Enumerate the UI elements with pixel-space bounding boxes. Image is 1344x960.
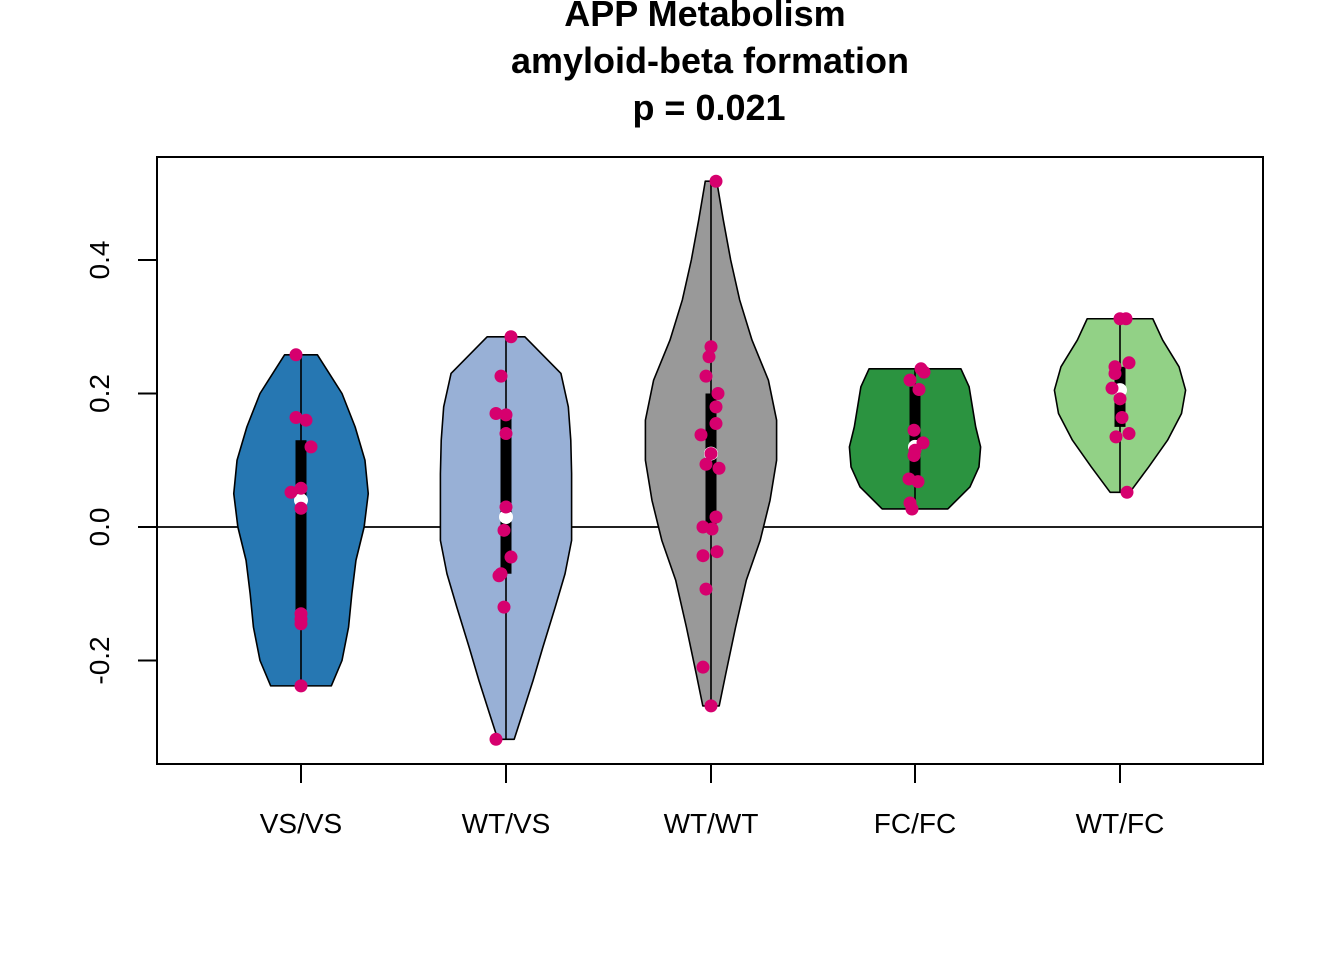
data-point-vs-vs-1 <box>289 411 303 425</box>
data-point-wt-wt-3 <box>699 369 713 383</box>
data-point-vs-vs-4 <box>284 485 298 499</box>
data-point-wt-vs-1 <box>494 369 508 383</box>
data-point-wt-wt-5 <box>709 400 723 414</box>
data-point-wt-wt-16 <box>699 582 713 596</box>
data-point-vs-vs-10 <box>294 679 308 693</box>
data-point-wt-wt-15 <box>696 549 710 563</box>
data-point-fc-fc-9 <box>911 475 925 489</box>
data-point-wt-wt-0 <box>709 174 723 188</box>
data-point-wt-vs-6 <box>497 523 511 537</box>
iqr-box-wt-vs <box>500 413 512 574</box>
y-axis: -0.2 0.0 0.2 0.4 <box>84 241 158 685</box>
data-point-fc-fc-2 <box>903 373 917 387</box>
data-point-wt-wt-14 <box>710 545 724 559</box>
data-point-wt-wt-10 <box>712 461 726 475</box>
data-point-wt-vs-2 <box>489 407 503 421</box>
point-layer <box>284 174 1136 746</box>
data-point-wt-wt-7 <box>694 428 708 442</box>
data-point-wt-vs-0 <box>504 330 518 344</box>
data-point-wt-vs-11 <box>489 732 503 746</box>
y-tick-label-0: -0.2 <box>84 636 115 684</box>
y-tick-label-2: 0.2 <box>84 374 115 413</box>
data-point-wt-fc-4 <box>1108 366 1122 380</box>
data-point-vs-vs-3 <box>304 440 318 454</box>
data-point-vs-vs-9 <box>294 612 308 626</box>
title-line-3: p = 0.021 <box>632 87 785 128</box>
data-point-wt-fc-10 <box>1120 485 1134 499</box>
data-point-wt-fc-5 <box>1105 381 1119 395</box>
y-tick-label-1: 0.0 <box>84 508 115 547</box>
data-point-wt-wt-2 <box>702 350 716 364</box>
data-point-wt-fc-8 <box>1109 430 1123 444</box>
x-tick-label-wt-vs: WT/VS <box>462 808 551 839</box>
data-point-vs-vs-6 <box>294 501 308 515</box>
data-point-wt-vs-5 <box>499 500 513 514</box>
data-point-wt-fc-9 <box>1122 427 1136 441</box>
data-point-vs-vs-0 <box>289 348 303 362</box>
chart-title: APP Metabolism amyloid-beta formation p … <box>511 0 909 128</box>
data-point-wt-wt-1 <box>704 340 718 354</box>
data-point-wt-vs-4 <box>499 427 513 441</box>
data-point-fc-fc-1 <box>917 365 931 379</box>
x-tick-label-vs-vs: VS/VS <box>260 808 342 839</box>
data-point-wt-wt-18 <box>704 699 718 713</box>
data-point-wt-fc-1 <box>1119 312 1133 326</box>
data-point-vs-vs-5 <box>294 481 308 495</box>
data-point-wt-wt-6 <box>709 417 723 431</box>
iqr-box-vs-vs <box>295 440 307 614</box>
x-tick-label-fc-fc: FC/FC <box>874 808 956 839</box>
y-tick-label-3: 0.4 <box>84 241 115 280</box>
data-point-wt-wt-8 <box>704 447 718 461</box>
data-point-fc-fc-4 <box>907 423 921 437</box>
data-point-wt-wt-4 <box>711 387 725 400</box>
data-point-fc-fc-3 <box>912 382 926 396</box>
x-tick-label-wt-wt: WT/WT <box>664 808 759 839</box>
data-point-wt-vs-7 <box>504 550 518 564</box>
x-axis: VS/VS WT/VS WT/WT FC/FC WT/FC <box>260 764 1165 839</box>
data-point-wt-fc-2 <box>1122 356 1136 370</box>
data-point-vs-vs-2 <box>299 413 313 427</box>
data-point-wt-wt-11 <box>709 510 723 524</box>
data-point-wt-fc-6 <box>1113 392 1127 406</box>
data-point-wt-wt-17 <box>696 660 710 674</box>
data-point-fc-fc-7 <box>907 449 921 463</box>
title-line-1: APP Metabolism <box>564 0 845 34</box>
data-point-wt-vs-9 <box>492 569 506 583</box>
title-line-2: amyloid-beta formation <box>511 40 909 81</box>
data-point-wt-fc-7 <box>1115 411 1129 425</box>
x-tick-label-wt-fc: WT/FC <box>1076 808 1165 839</box>
data-point-fc-fc-11 <box>905 502 919 516</box>
data-point-wt-vs-3 <box>499 408 513 422</box>
data-point-wt-wt-9 <box>699 457 713 471</box>
median-marker-wt-vs <box>499 509 513 524</box>
data-point-wt-vs-10 <box>497 600 511 614</box>
data-point-wt-wt-13 <box>705 522 719 536</box>
